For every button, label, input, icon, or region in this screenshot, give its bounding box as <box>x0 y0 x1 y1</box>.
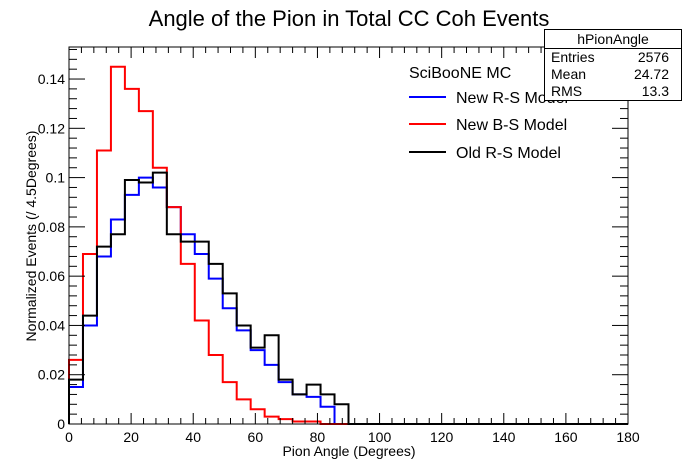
y-tick-label: 0.12 <box>38 120 65 136</box>
stats-value: 13.3 <box>641 83 669 99</box>
series-line-2 <box>68 171 628 425</box>
legend-label-new-rs: New R-S Model <box>456 90 568 107</box>
stats-label: Entries <box>551 49 595 65</box>
x-axis-label: Pion Angle (Degrees) <box>282 443 415 459</box>
x-tick-label: 120 <box>430 429 454 445</box>
x-tick-label: 100 <box>368 429 392 445</box>
stats-row-rms: RMS 13.3 <box>545 83 681 100</box>
plot-frame <box>68 46 629 425</box>
stats-label: RMS <box>551 83 583 99</box>
y-tick-label: 0.04 <box>38 317 65 333</box>
series-line-0 <box>68 176 628 425</box>
legend: SciBooNE MC New R-S Model New B-S Model … <box>409 65 568 162</box>
y-tick-label: 0.1 <box>46 170 66 186</box>
legend-label-new-bs: New B-S Model <box>456 117 567 134</box>
y-tick-label: 0 <box>57 416 65 432</box>
legend-header: SciBooNE MC <box>409 65 511 82</box>
stats-title: hPionAngle <box>545 30 681 49</box>
x-tick-label: 80 <box>310 429 326 445</box>
stats-value: 24.72 <box>633 66 669 82</box>
stats-row-entries: Entries 2576 <box>545 49 681 66</box>
x-tick-label: 180 <box>616 429 640 445</box>
y-tick-label: 0.14 <box>38 71 65 87</box>
x-tick-label: 140 <box>492 429 516 445</box>
stats-box: hPionAngle Entries 2576 Mean 24.72 RMS 1… <box>544 29 682 101</box>
y-tick-label: 0.02 <box>38 367 65 383</box>
x-tick-label: 20 <box>123 429 139 445</box>
chart-title: Angle of the Pion in Total CC Coh Events <box>149 6 550 31</box>
y-axis-label: Normalized Events (/ 4.5Degrees) <box>23 131 39 342</box>
x-tick-label: 60 <box>248 429 264 445</box>
x-tick-label: 40 <box>185 429 201 445</box>
y-tick-label: 0.06 <box>38 268 65 284</box>
stats-row-mean: Mean 24.72 <box>545 66 681 83</box>
y-tick-label: 0.08 <box>38 219 65 235</box>
x-tick-label: 160 <box>554 429 578 445</box>
x-tick-label: 0 <box>65 429 73 445</box>
legend-label-old-rs: Old R-S Model <box>456 145 561 162</box>
stats-value: 2576 <box>637 49 669 65</box>
axis-layer: 0 20 40 60 80 100 120 140 160 180 0 0.02 0.04 0.06 0.0… <box>38 47 640 445</box>
stats-label: Mean <box>551 66 587 82</box>
